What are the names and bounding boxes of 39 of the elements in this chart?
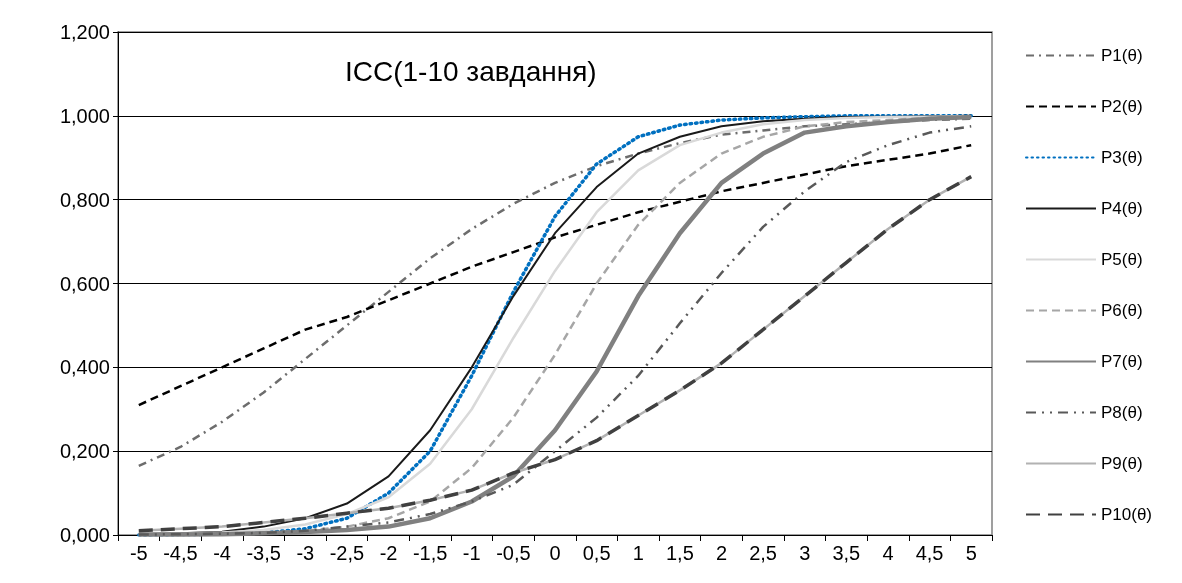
legend-label: P2(θ): [1101, 97, 1143, 116]
y-tick-label: 0,600: [59, 272, 110, 295]
y-tick-label: 0,200: [59, 440, 110, 463]
legend-label: P5(θ): [1101, 250, 1143, 269]
x-tick-label: -1: [462, 542, 481, 564]
x-tick-label: 5: [965, 542, 977, 564]
x-tick-label: 2: [715, 542, 728, 564]
legend-label: P10(θ): [1101, 505, 1153, 524]
x-tick-label: 4: [882, 542, 894, 564]
legend-label: P1(θ): [1101, 46, 1143, 65]
y-tick-label: 0,000: [59, 524, 110, 546]
x-tick-label: 2,5: [749, 542, 777, 564]
text: ICC(1-10 завдання): [345, 55, 597, 87]
y-tick-label: 1,000: [59, 104, 110, 127]
x-tick-label: 4,5: [915, 542, 944, 564]
x-tick-label: -2: [379, 542, 398, 564]
legend-label: P6(θ): [1101, 301, 1143, 320]
x-tick-label: 0: [549, 542, 561, 564]
x-tick-label: 3,5: [832, 542, 861, 564]
x-tick-label: -2,5: [329, 542, 365, 564]
legend-label: P9(θ): [1101, 454, 1143, 473]
x-tick-label: -4: [213, 542, 231, 564]
x-tick-label: -3: [296, 542, 315, 564]
x-tick-label: -4,5: [163, 542, 198, 564]
x-tick-label: -0,5: [496, 542, 531, 564]
y-tick-label: 0,400: [59, 356, 110, 379]
x-tick-label: 1: [632, 542, 644, 564]
x-tick-label: 3: [799, 542, 811, 564]
legend-label: P4(θ): [1101, 199, 1143, 218]
x-tick-label: -1,5: [412, 542, 448, 564]
legend-label: P3(θ): [1101, 148, 1143, 167]
x-tick-label: 0,5: [582, 542, 611, 564]
x-tick-label: 1,5: [665, 542, 694, 564]
y-tick-label: 0,800: [59, 188, 110, 211]
y-tick-label: 1,200: [59, 21, 110, 43]
x-tick-label: -3,5: [246, 542, 281, 564]
legend-label: P7(θ): [1101, 352, 1143, 371]
x-tick-label: -5: [129, 542, 148, 564]
legend-label: P8(θ): [1101, 403, 1143, 422]
